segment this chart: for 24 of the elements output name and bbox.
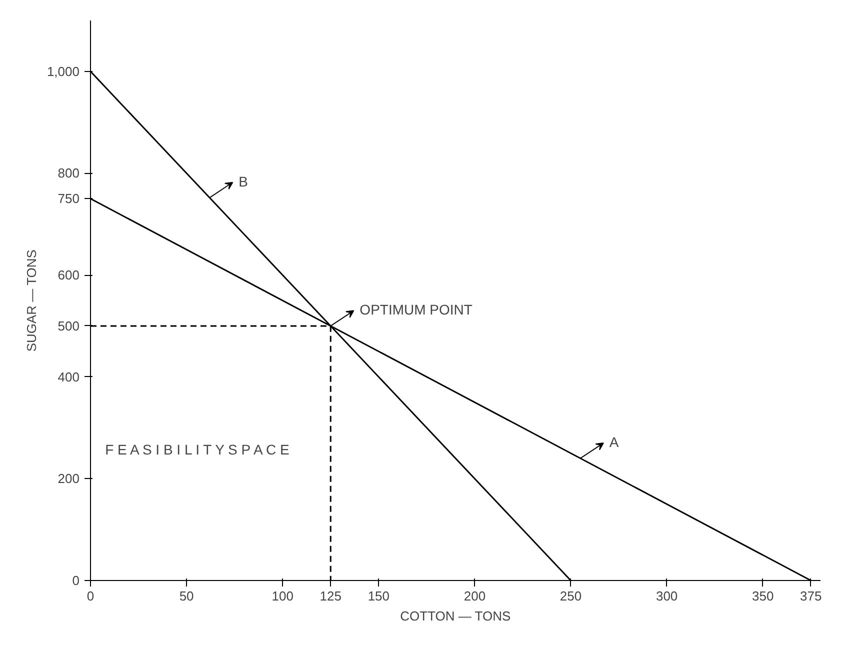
- annotation: A: [609, 434, 620, 450]
- y-tick-label: 600: [58, 268, 80, 283]
- x-tick-label: 100: [272, 588, 294, 604]
- y-tick-label: 1,000: [46, 64, 80, 79]
- x-tick-label: 150: [368, 588, 390, 604]
- x-axis-title: COTTON — TONS: [400, 608, 511, 624]
- annotation: B: [238, 173, 248, 190]
- y-tick-label: 0: [72, 573, 80, 588]
- x-tick-label: 300: [656, 588, 678, 604]
- x-tick-label: 50: [179, 588, 194, 604]
- x-tick-label: 250: [560, 588, 582, 604]
- annotation: OPTIMUM POINT: [360, 302, 473, 318]
- y-tick-label: 500: [58, 318, 80, 334]
- y-tick-label: 800: [58, 166, 80, 181]
- y-axis-title: SUGAR — TONS: [24, 249, 39, 352]
- x-tick-label: 0: [86, 588, 94, 604]
- x-tick-label: 200: [464, 588, 486, 604]
- y-tick-label: 750: [58, 191, 80, 206]
- x-tick-label: 375: [800, 588, 822, 604]
- annotation: F E A S I B I L I T Y S P A C E: [105, 441, 290, 458]
- x-tick-label: 125: [320, 588, 342, 604]
- y-tick-label: 400: [58, 369, 80, 384]
- x-tick-label: 350: [752, 588, 774, 604]
- y-tick-label: 200: [58, 471, 80, 486]
